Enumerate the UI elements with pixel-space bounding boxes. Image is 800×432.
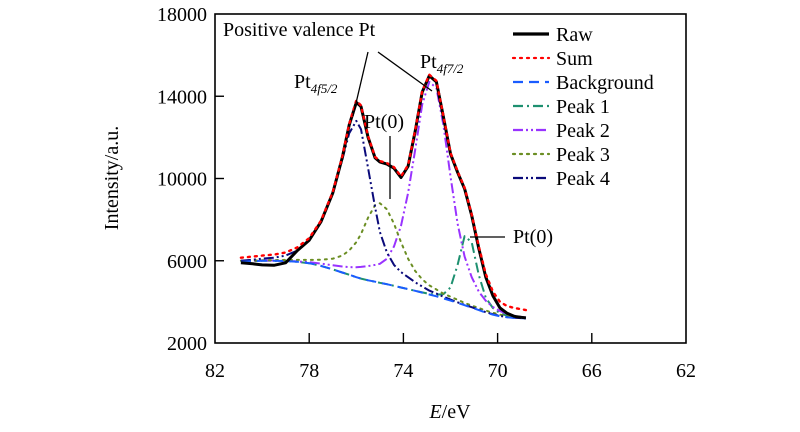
plot-lines	[239, 73, 528, 320]
annotation-pt-4f72-sub: 4f7/2	[437, 61, 464, 76]
x-axis-title: E/eV	[428, 401, 471, 423]
annotation-pt-4f52-sub: 4f5/2	[311, 81, 338, 96]
x-axis-title-italic: E	[428, 401, 441, 423]
legend-label-peak-1: Peak 1	[556, 96, 610, 118]
annotation-pt-4f52-base: Pt	[294, 71, 311, 93]
annotation-pt-4f52: Pt4f5/2	[294, 71, 338, 96]
annotation-line-4f72	[377, 51, 433, 92]
x-tick-label: 82	[205, 360, 225, 382]
x-tick-label: 74	[393, 360, 413, 382]
legend-label-peak-2: Peak 2	[556, 120, 610, 142]
legend-label-peak-4: Peak 4	[556, 168, 610, 190]
x-tick-label: 66	[582, 360, 602, 382]
y-tick-label: 2000	[167, 333, 207, 355]
legend-label-peak-3: Peak 3	[556, 144, 610, 166]
x-tick-label: 78	[299, 360, 319, 382]
y-axis-title: Intensity/a.u.	[101, 126, 123, 230]
annotation-pt-4f72: Pt4f7/2	[420, 51, 464, 76]
legend-label-sum: Sum	[556, 48, 593, 70]
annotation-positive-valence: Positive valence Pt	[223, 19, 376, 41]
axis-ticks: 82 78 74 70 66 62 2000 6000 10000 14000 18000	[157, 4, 696, 382]
y-tick-label: 10000	[157, 169, 207, 191]
annotation-pt-4f72-base: Pt	[420, 51, 437, 73]
y-tick-label: 6000	[167, 251, 207, 273]
series-sum	[239, 73, 528, 312]
x-tick-label: 70	[488, 360, 508, 382]
y-tick-label: 14000	[157, 86, 207, 108]
y-tick-label: 18000	[157, 4, 207, 26]
annotation-pt0-left: Pt(0)	[364, 111, 404, 133]
x-tick-label: 62	[676, 360, 696, 382]
series-peak-2	[240, 80, 527, 319]
annotation-pt0-right: Pt(0)	[513, 226, 553, 248]
legend-label-raw: Raw	[556, 24, 593, 46]
annotation-line-4f52	[352, 51, 369, 117]
series-peak-1	[240, 235, 526, 320]
series-background	[240, 259, 526, 320]
x-axis-title-unit: /eV	[442, 401, 471, 423]
legend-label-background: Background	[556, 72, 654, 94]
